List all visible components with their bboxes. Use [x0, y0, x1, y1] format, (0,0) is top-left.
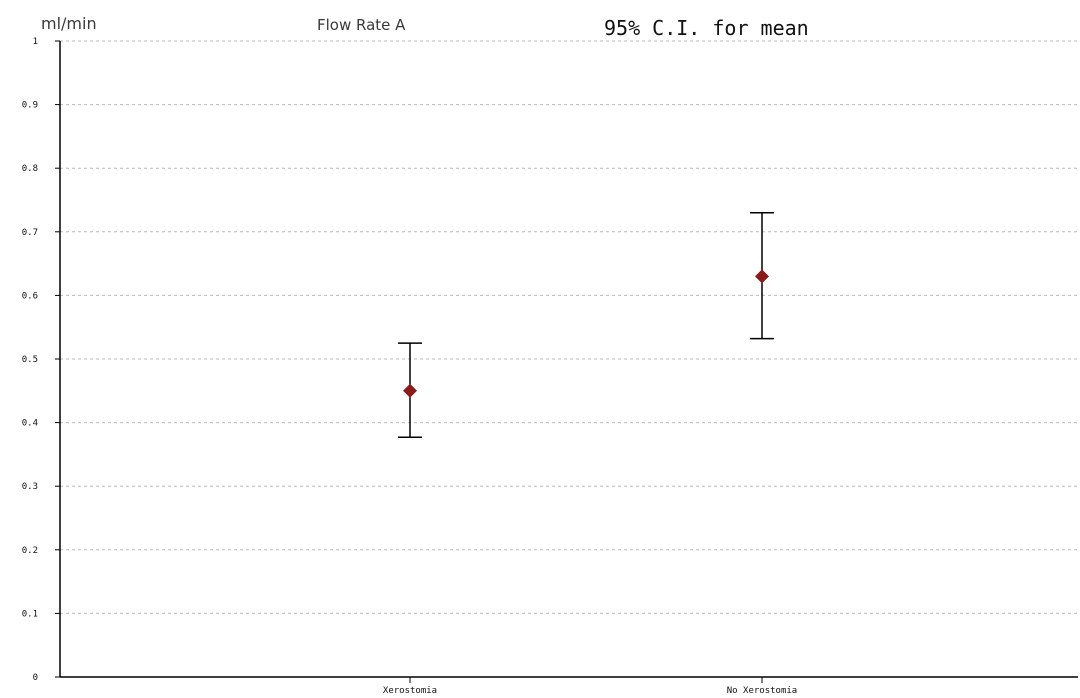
y-tick-label: 0.3: [22, 482, 38, 492]
chart-title: 95% C.I. for mean: [604, 16, 809, 40]
y-tick-label: 0.1: [22, 609, 38, 619]
y-axis-label: ml/min: [41, 14, 97, 33]
mean-marker: [403, 383, 417, 398]
y-tick-label: 0.9: [22, 101, 38, 111]
mean-marker: [755, 269, 769, 284]
y-tick-label: 0.5: [22, 355, 38, 365]
x-tick-label: Xerostomia: [383, 686, 437, 696]
y-tick-label: 0.8: [22, 164, 38, 174]
x-tick-label: No Xerostomia: [727, 686, 797, 696]
y-tick-label: 0.4: [22, 419, 38, 429]
y-tick-label: 1: [33, 37, 38, 47]
y-tick-label: 0.7: [22, 228, 38, 238]
y-tick-label: 0.2: [22, 546, 38, 556]
chart-subtitle: Flow Rate A: [317, 16, 406, 34]
y-tick-label: 0: [33, 673, 38, 683]
y-tick-label: 0.6: [22, 291, 38, 301]
